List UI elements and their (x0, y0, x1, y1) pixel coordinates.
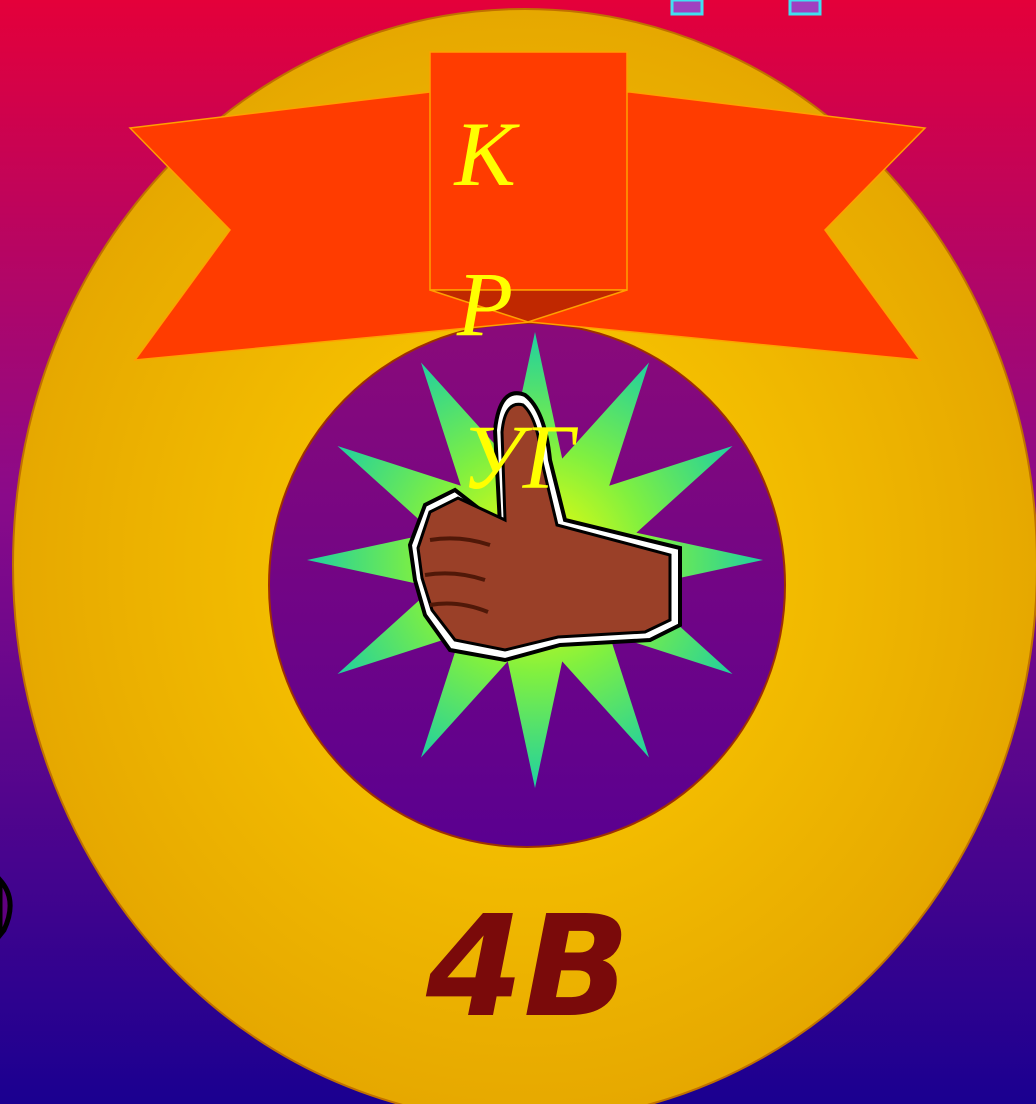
banner-letter: Р (456, 253, 513, 355)
slide: К Р УГ 4В (0, 0, 1036, 1104)
banner-letter: К (452, 103, 520, 205)
banner-letter: УГ (461, 406, 579, 508)
decor (672, 0, 702, 14)
decor (790, 0, 820, 14)
class-label: 4В (425, 886, 630, 1049)
page: {"banner": {"letters": ["К", "Р", "УГ"]}… (0, 0, 1036, 1104)
